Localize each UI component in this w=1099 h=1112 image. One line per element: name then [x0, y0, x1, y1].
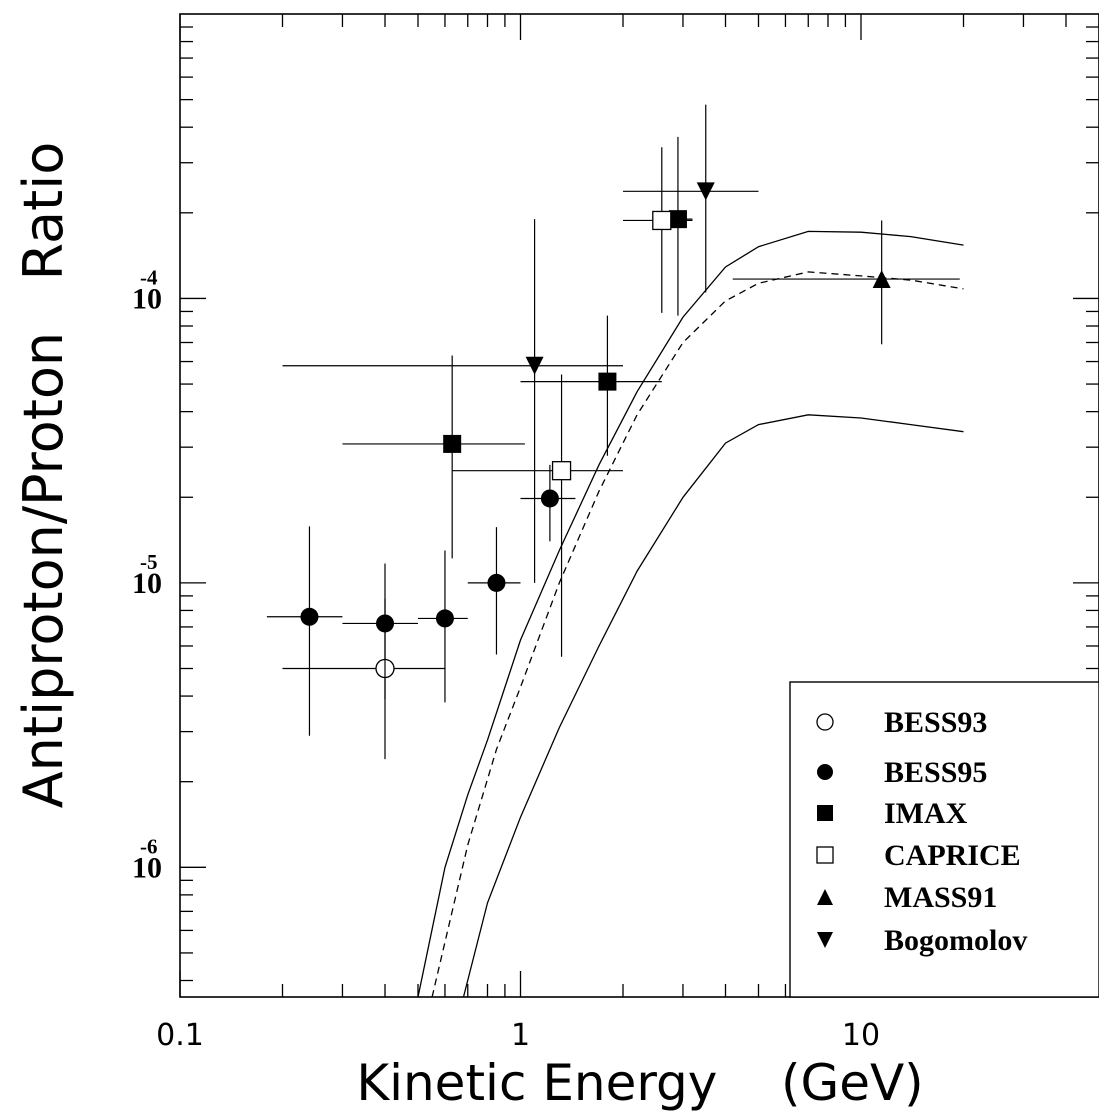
legend: BESS93 BESS95 IMAX CAPRICE MASS91 Bogomolov: [789, 681, 1099, 998]
legend-label-mass91: MASS91: [884, 881, 997, 914]
x-tick-label: 10: [842, 1018, 880, 1053]
imax-marker: [598, 372, 617, 391]
x-tick-label: 0.1: [156, 1018, 204, 1053]
legend-marker-mass91: [817, 889, 833, 905]
x-tick-label: 1: [511, 1018, 530, 1053]
caprice-marker: [551, 461, 572, 481]
legend-label-bogomolov: Bogomolov: [884, 924, 1027, 957]
bogomolov-point: [282, 219, 624, 583]
y-tick-label: 10: [132, 851, 162, 884]
imax-point: [661, 136, 693, 316]
imax-point: [520, 315, 662, 456]
caprice-marker: [652, 210, 672, 231]
caprice-point: [623, 147, 693, 313]
legend-label-imax: IMAX: [884, 797, 968, 830]
imax-marker: [668, 210, 687, 229]
bogomolov-marker: [696, 182, 715, 201]
bess95-point: [467, 527, 521, 655]
legend-marker-bogomolov: [817, 932, 833, 948]
bogomolov-marker: [525, 356, 544, 375]
y-tick-exponent: -4: [140, 265, 158, 289]
y-tick-exponent: -6: [140, 834, 158, 858]
bess95-point: [266, 526, 343, 736]
x-axis-label: Kinetic Energy (GeV): [356, 1054, 923, 1112]
bess95-marker: [435, 609, 454, 628]
legend-marker-caprice: [816, 846, 834, 864]
y-tick-label: 10: [132, 282, 162, 315]
imax-marker: [443, 434, 462, 453]
bess95-marker: [540, 489, 559, 508]
bess95-marker: [487, 573, 506, 592]
legend-label-bess93: BESS93: [884, 706, 987, 739]
bess95-marker: [300, 607, 319, 626]
bess95-point: [342, 563, 418, 700]
legend-label-bess95: BESS95: [884, 756, 987, 789]
y-tick-label: 10: [132, 567, 162, 600]
y-tick-exponent: -5: [140, 550, 158, 574]
legend-label-caprice: CAPRICE: [884, 839, 1021, 872]
caprice-point: [452, 374, 624, 657]
data-points: [266, 104, 960, 760]
model-curves: [417, 230, 964, 998]
bess95-point: [520, 464, 576, 542]
model-curve-1: [417, 230, 964, 998]
bogomolov-point: [623, 104, 759, 293]
legend-marker-bess93: [816, 713, 834, 731]
legend-marker-bess95: [817, 764, 833, 780]
mass91-point: [732, 220, 960, 345]
mass91-marker: [872, 270, 891, 289]
legend-marker-imax: [817, 805, 833, 821]
bess95-marker: [376, 614, 395, 633]
model-curve-2: [431, 271, 964, 998]
y-axis-label: Antiproton/Proton Ratio: [12, 142, 75, 809]
model-curve-3: [462, 414, 964, 998]
imax-point: [342, 355, 525, 559]
bess95-point: [417, 550, 468, 703]
legend-box: [789, 681, 1099, 998]
